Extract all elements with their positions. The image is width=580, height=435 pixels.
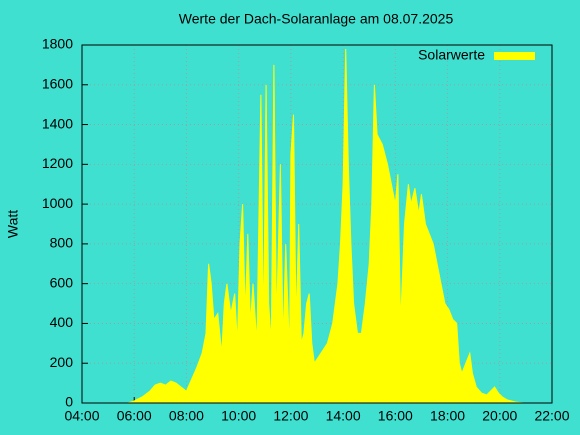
legend-label: Solarwerte	[418, 47, 485, 63]
y-tick-label: 0	[65, 394, 73, 410]
x-tick-label: 12:00	[273, 408, 308, 424]
legend-swatch	[494, 52, 535, 60]
y-tick-label: 1400	[42, 115, 73, 131]
x-tick-label: 04:00	[64, 408, 99, 424]
chart-title: Werte der Dach-Solaranlage am 08.07.2025	[179, 11, 454, 27]
x-tick-label: 18:00	[430, 408, 465, 424]
x-tick-label: 14:00	[326, 408, 361, 424]
x-tick-label: 22:00	[534, 408, 569, 424]
plot-border	[81, 44, 553, 404]
y-tick-label: 600	[50, 274, 74, 290]
y-tick-label: 400	[50, 314, 74, 330]
y-tick-label: 800	[50, 235, 74, 251]
x-tick-label: 16:00	[378, 408, 413, 424]
y-axis-label: Watt	[5, 210, 21, 238]
y-tick-label: 200	[50, 354, 74, 370]
x-tick-label: 20:00	[482, 408, 517, 424]
x-tick-label: 10:00	[221, 408, 256, 424]
y-tick-label: 1000	[42, 195, 73, 211]
y-tick-label: 1600	[42, 75, 73, 91]
y-tick-label: 1800	[42, 36, 73, 52]
area	[127, 48, 524, 404]
x-tick-label: 08:00	[169, 408, 204, 424]
y-tick-label: 1200	[42, 155, 73, 171]
x-tick-label: 06:00	[117, 408, 152, 424]
